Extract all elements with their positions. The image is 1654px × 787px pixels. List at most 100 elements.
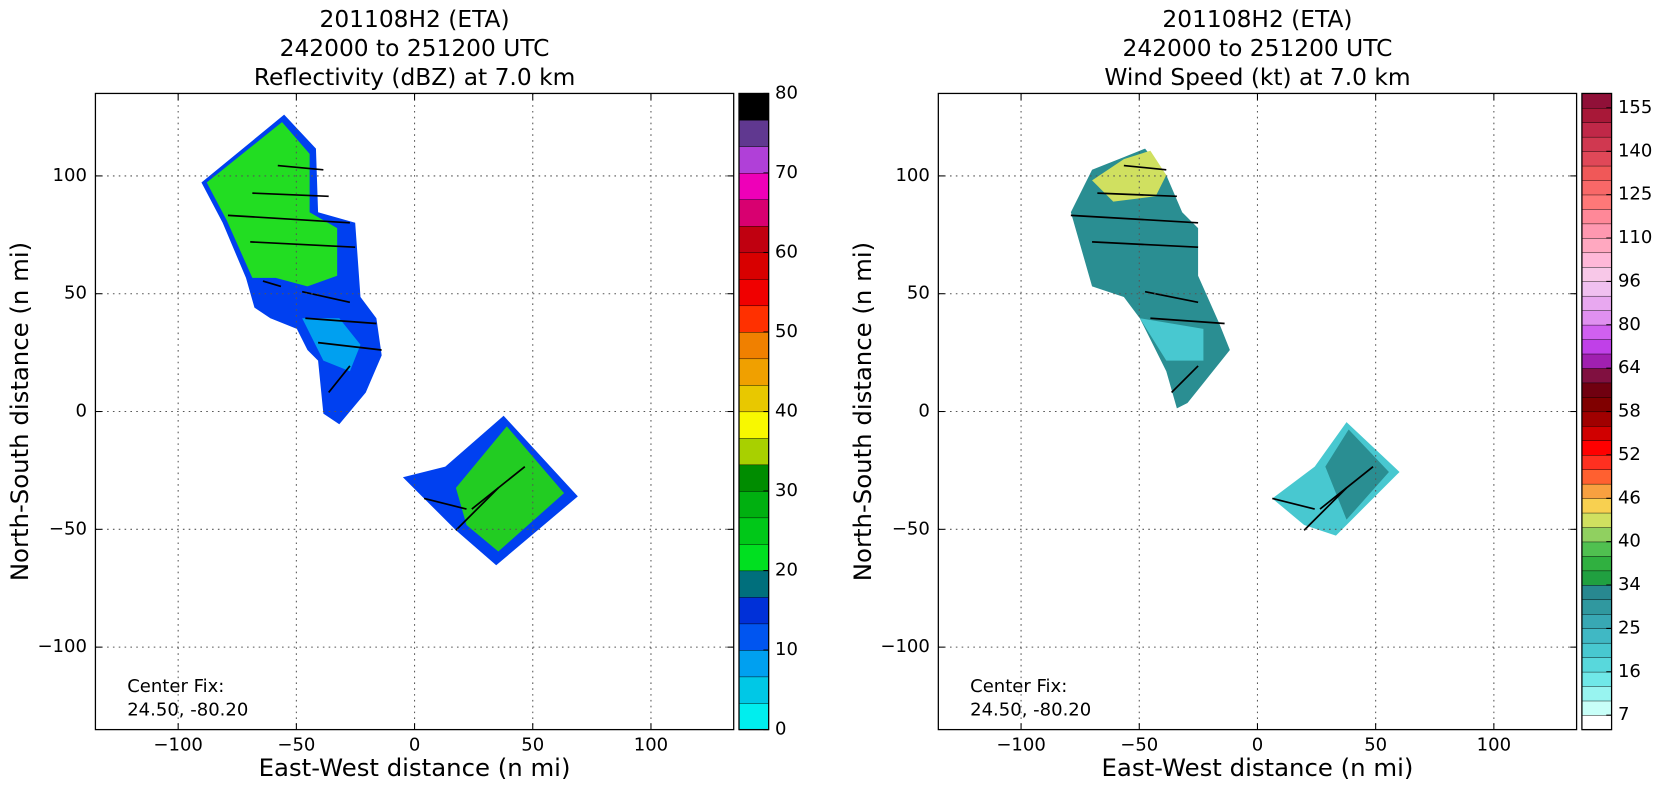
colorbar-segment — [738, 676, 769, 704]
colorbar-segment — [738, 119, 769, 147]
colorbar-segment — [1581, 367, 1612, 384]
colorbar-tick-label: 16 — [1618, 661, 1641, 682]
colorbar-segment — [738, 464, 769, 492]
colorbar-segment — [1581, 179, 1612, 196]
y-tick-label: 0 — [75, 401, 86, 422]
colorbar-segment — [1581, 266, 1612, 282]
x-tick-label: −100 — [996, 735, 1045, 756]
chart-title: Reflectivity (dBZ) at 7.0 km — [254, 64, 575, 91]
colorbar-tick-label: 40 — [1618, 531, 1641, 552]
chart-title: 242000 to 251200 UTC — [1123, 35, 1393, 62]
colorbar-tick-label: 58 — [1618, 401, 1641, 422]
windspeed-swath — [1070, 148, 1400, 536]
colorbar-tick-label: 34 — [1618, 574, 1641, 595]
x-tick-label: 50 — [1364, 735, 1387, 756]
colorbar-segment — [1581, 454, 1612, 470]
plot-frame — [94, 92, 735, 731]
x-tick-label: 100 — [634, 735, 668, 756]
colorbar-tick-label: 30 — [775, 480, 798, 501]
colorbar-tick-label: 80 — [1618, 314, 1641, 335]
colorbar-segment — [1581, 107, 1612, 123]
colorbar-tick-label: 70 — [775, 162, 798, 183]
colorbar-tick-label: 52 — [1618, 444, 1641, 465]
chart-title: 201108H2 (ETA) — [320, 6, 510, 33]
x-tick-label: 50 — [521, 735, 544, 756]
colorbar-segment — [738, 225, 769, 254]
colorbar-segment — [1581, 208, 1612, 225]
annotation: 24.50, -80.20 — [127, 700, 248, 721]
x-axis-label: East-West distance (n mi) — [1102, 753, 1414, 782]
colorbar-tick-label: 80 — [775, 82, 798, 103]
x-tick-label: −50 — [277, 735, 315, 756]
colorbar-segment — [1581, 671, 1612, 687]
colorbar-segment — [1581, 541, 1612, 557]
colorbar-segment — [738, 411, 769, 439]
y-tick-label: 0 — [918, 401, 929, 422]
colorbar-segment — [1581, 512, 1612, 528]
colorbar-segment — [1581, 555, 1612, 572]
x-axis-label: East-West distance (n mi) — [259, 753, 571, 782]
wind-barbs — [1070, 164, 1374, 531]
y-tick-label: −100 — [37, 636, 86, 657]
colorbar-segment — [1581, 657, 1612, 673]
colorbar-segment — [1581, 425, 1612, 441]
reflectivity-swath — [201, 114, 578, 566]
y-tick-label: 50 — [907, 283, 930, 304]
colorbar-segment — [1581, 483, 1612, 499]
colorbar-tick-label: 0 — [775, 719, 786, 740]
colorbar-segment — [738, 517, 769, 545]
colorbar-segment — [1581, 642, 1612, 658]
y-tick-label: −50 — [49, 518, 87, 539]
x-tick-label: 100 — [1477, 735, 1511, 756]
colorbar-segment — [1581, 151, 1612, 167]
chart-title: 242000 to 251200 UTC — [280, 35, 550, 62]
colorbar-tick-label: 140 — [1618, 140, 1652, 161]
x-tick-label: 0 — [1252, 735, 1263, 756]
colorbar-segment — [1581, 599, 1612, 615]
wind-barbs — [227, 164, 526, 531]
colorbar-segment — [738, 384, 769, 413]
colorbar-segment — [1581, 469, 1612, 485]
colorbar-segment — [1581, 584, 1612, 601]
colorbar-segment — [1581, 324, 1612, 340]
colorbar-segment — [1581, 281, 1612, 297]
colorbar-segment — [738, 278, 769, 307]
colorbar-segment — [738, 358, 769, 386]
annotation: 24.50, -80.20 — [970, 700, 1091, 721]
colorbar-tick-label: 60 — [775, 241, 798, 262]
colorbar-segment — [738, 702, 769, 731]
colorbar-segment — [1581, 339, 1612, 355]
x-tick-label: 0 — [409, 735, 420, 756]
y-axis-label: North-South distance (n mi) — [848, 242, 877, 581]
colorbar-tick-label: 110 — [1618, 227, 1652, 248]
colorbar-tick-label: 10 — [775, 639, 798, 660]
colorbar-segment — [1581, 396, 1612, 413]
colorbar-segment — [738, 172, 769, 201]
plot-frame — [937, 92, 1578, 731]
colorbar-tick-label: 20 — [775, 560, 798, 581]
colorbar-segment — [738, 570, 769, 598]
annotation: Center Fix: — [970, 676, 1067, 697]
colorbar-tick-label: 25 — [1618, 617, 1641, 638]
y-axis-label: North-South distance (n mi) — [5, 242, 34, 581]
y-tick-label: 50 — [64, 283, 87, 304]
colorbar-segment — [738, 543, 769, 572]
colorbar-segment — [1581, 237, 1612, 254]
colorbar-tick-label: 50 — [775, 321, 798, 342]
colorbar-segment — [1581, 295, 1612, 311]
colorbar-tick-label: 64 — [1618, 357, 1641, 378]
x-tick-label: −50 — [1120, 735, 1158, 756]
colorbar-segment — [738, 252, 769, 280]
colorbar-segment — [1581, 440, 1612, 456]
colorbar-tick-label: 155 — [1618, 97, 1652, 118]
y-tick-label: −50 — [892, 518, 930, 539]
y-tick-label: 100 — [895, 165, 929, 186]
colorbar-tick-label: 125 — [1618, 184, 1652, 205]
colorbar-segment — [738, 93, 769, 121]
colorbar-segment — [1581, 613, 1612, 629]
chart-title: 201108H2 (ETA) — [1162, 6, 1352, 33]
chart-title: Wind Speed (kt) at 7.0 km — [1104, 64, 1410, 91]
colorbar-segment — [1581, 714, 1612, 731]
colorbar-tick-label: 7 — [1618, 704, 1629, 725]
